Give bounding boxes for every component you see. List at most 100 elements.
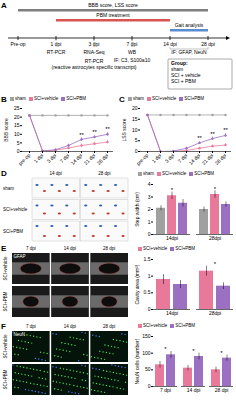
svg-text:0: 0 — [135, 148, 138, 154]
svg-text:3 dpi: 3 dpi — [89, 41, 100, 47]
svg-text:14 dpi: 14 dpi — [187, 387, 201, 393]
svg-text:**: ** — [79, 132, 84, 138]
svg-text:3 dpi: 3 dpi — [45, 152, 57, 164]
svg-text:LSS score: LSS score — [121, 118, 127, 141]
svg-text:**: ** — [92, 129, 97, 135]
svg-text:15: 15 — [14, 122, 20, 128]
svg-text:3: 3 — [148, 194, 151, 200]
svg-text:14 dpi: 14 dpi — [49, 171, 61, 176]
svg-text:SCI+PBM: SCI+PBM — [3, 369, 8, 389]
svg-text:1: 1 — [148, 273, 151, 279]
svg-text:7 dpi: 7 dpi — [127, 41, 138, 47]
svg-text:*: * — [164, 346, 167, 352]
svg-text:14dpi: 14dpi — [166, 235, 178, 241]
svg-text:50: 50 — [145, 366, 151, 372]
svg-text:5: 5 — [17, 140, 20, 146]
svg-text:10: 10 — [14, 131, 20, 137]
svg-text:28 dpi: 28 dpi — [213, 152, 227, 166]
svg-text:0.5: 0.5 — [144, 289, 151, 295]
svg-text:Cavity area (mm²): Cavity area (mm²) — [134, 264, 140, 304]
svg-text:sham: sham — [3, 186, 14, 191]
svg-text:*: * — [171, 187, 174, 193]
svg-text:**: ** — [197, 135, 202, 141]
svg-text:1 dpi: 1 dpi — [51, 41, 62, 47]
svg-text:28 dpi: 28 dpi — [103, 324, 115, 329]
svg-text:21 dpi: 21 dpi — [82, 152, 96, 166]
svg-text:1.5: 1.5 — [144, 256, 151, 262]
svg-text:GFAP: GFAP — [14, 254, 26, 259]
svg-text:14 dpi: 14 dpi — [64, 324, 76, 329]
svg-text:IF: GFAP, NeuN: IF: GFAP, NeuN — [171, 49, 207, 55]
svg-text:28dpi: 28dpi — [209, 310, 221, 316]
svg-text:IF: C3, S100a10: IF: C3, S100a10 — [114, 57, 151, 63]
svg-text:E: E — [1, 244, 7, 253]
svg-text:PBM treatment: PBM treatment — [96, 12, 130, 18]
svg-text:WB: WB — [128, 49, 137, 55]
svg-text:20: 20 — [14, 114, 20, 120]
svg-text:5: 5 — [135, 137, 138, 143]
svg-text:7 dpi: 7 dpi — [26, 324, 36, 329]
svg-text:F: F — [1, 322, 6, 331]
svg-text:28 dpi: 28 dpi — [95, 152, 109, 166]
svg-text:28 dpi: 28 dpi — [103, 246, 115, 251]
svg-text:28 dpi: 28 dpi — [98, 171, 110, 176]
svg-text:NeuN: NeuN — [14, 332, 26, 337]
svg-text:SCI + PBM: SCI + PBM — [171, 78, 196, 84]
svg-text:7 dpi: 7 dpi — [176, 152, 188, 164]
svg-text:NeuN cells (number): NeuN cells (number) — [134, 338, 140, 384]
svg-text:15: 15 — [132, 116, 138, 122]
svg-text:(reactive astrocytes specific: (reactive astrocytes specific transcript… — [51, 64, 136, 70]
svg-text:7 dpi: 7 dpi — [26, 246, 36, 251]
svg-text:0: 0 — [148, 383, 151, 389]
svg-text:BBB score, LSS score: BBB score, LSS score — [88, 2, 138, 8]
svg-text:1 dpi: 1 dpi — [32, 152, 44, 164]
svg-text:Pre-op: Pre-op — [10, 41, 25, 47]
svg-text:**: ** — [210, 131, 215, 137]
svg-text:14 dpi: 14 dpi — [64, 246, 76, 251]
svg-text:C: C — [119, 95, 125, 104]
svg-text:14dpi: 14dpi — [166, 310, 178, 316]
svg-text:**: ** — [105, 126, 110, 132]
svg-text:14 dpi: 14 dpi — [69, 152, 83, 166]
svg-text:RNA-Seq: RNA-Seq — [83, 49, 104, 55]
svg-text:SCI+PBM: SCI+PBM — [3, 229, 23, 234]
svg-text:A: A — [1, 1, 7, 10]
svg-text:14 dpi: 14 dpi — [163, 41, 177, 47]
svg-text:*: * — [214, 186, 217, 192]
svg-text:Gait analysis: Gait analysis — [175, 22, 204, 28]
svg-text:2: 2 — [148, 206, 151, 212]
svg-text:Step width (cm): Step width (cm) — [134, 192, 140, 227]
svg-text:7 dpi: 7 dpi — [160, 387, 171, 393]
svg-text:150: 150 — [142, 333, 151, 339]
svg-text:21 dpi: 21 dpi — [200, 152, 214, 166]
svg-text:0: 0 — [148, 231, 151, 237]
svg-text:SCI+vehicle: SCI+vehicle — [3, 207, 28, 212]
svg-text:SCI+vehicle: SCI+vehicle — [3, 256, 8, 281]
svg-text:**: ** — [223, 127, 228, 133]
svg-text:*: * — [214, 261, 217, 267]
svg-text:20: 20 — [132, 105, 138, 111]
svg-text:D: D — [1, 169, 7, 178]
svg-text:B: B — [1, 95, 7, 104]
svg-text:*: * — [220, 350, 223, 356]
svg-text:pre-op: pre-op — [17, 152, 32, 167]
svg-text:SCI+vehicle: SCI+vehicle — [3, 334, 8, 359]
svg-text:1: 1 — [148, 219, 151, 225]
svg-text:4: 4 — [148, 181, 151, 187]
svg-text:25: 25 — [14, 105, 20, 111]
svg-text:pre-op: pre-op — [135, 152, 150, 167]
svg-text:100: 100 — [142, 350, 151, 356]
svg-text:14 dpi: 14 dpi — [187, 152, 201, 166]
svg-text:SCI+PBM: SCI+PBM — [3, 291, 8, 311]
svg-text:3 dpi: 3 dpi — [163, 152, 175, 164]
svg-text:1 dpi: 1 dpi — [150, 152, 162, 164]
svg-text:28 dpi: 28 dpi — [215, 387, 229, 393]
svg-text:7 dpi: 7 dpi — [58, 152, 70, 164]
svg-text:28dpi: 28dpi — [209, 235, 221, 241]
svg-text:28 dpi: 28 dpi — [201, 41, 215, 47]
svg-text:10: 10 — [132, 127, 138, 133]
svg-text:BBB score: BBB score — [3, 118, 9, 142]
svg-text:*: * — [192, 348, 195, 354]
svg-text:RT-PCR: RT-PCR — [47, 49, 66, 55]
svg-text:0: 0 — [17, 148, 20, 154]
